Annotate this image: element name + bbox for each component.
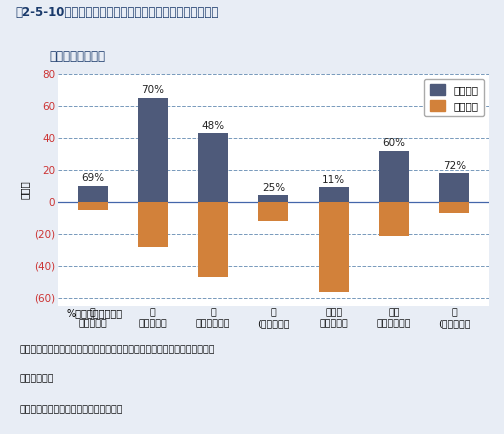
Bar [379, 151, 409, 202]
Text: 48%: 48% [202, 121, 225, 131]
Bar [439, 202, 469, 213]
Bar [138, 98, 168, 202]
Text: は地上資源比率）: は地上資源比率） [49, 50, 106, 63]
Text: を示す。: を示す。 [20, 374, 54, 383]
Text: 11%: 11% [322, 175, 345, 185]
Text: 72%: 72% [443, 161, 466, 171]
Legend: 地上資源, 地下資源: 地上資源, 地下資源 [424, 79, 484, 116]
Bar [198, 202, 228, 277]
Text: 69%: 69% [81, 174, 104, 184]
Bar [78, 186, 108, 202]
Text: 資料：独立行政法人物質・材料研究機構: 資料：独立行政法人物質・材料研究機構 [20, 405, 123, 414]
Bar [259, 202, 288, 221]
Text: %は地上資源の割合: %は地上資源の割合 [67, 308, 123, 318]
Bar [259, 195, 288, 202]
Bar [439, 173, 469, 202]
Text: 注）地上資源はこれまでに採掘された資源の累計量、地下資源は可採埋蔵量: 注）地上資源はこれまでに採掘された資源の累計量、地下資源は可採埋蔵量 [20, 345, 215, 355]
Bar [319, 187, 349, 202]
Text: 25%: 25% [262, 183, 285, 193]
Text: 60%: 60% [383, 138, 405, 148]
Bar [78, 202, 108, 210]
Text: 70%: 70% [142, 85, 164, 95]
Bar [138, 202, 168, 247]
Bar [379, 202, 409, 236]
Bar [198, 133, 228, 202]
Y-axis label: 資源量: 資源量 [20, 181, 30, 199]
Bar [319, 202, 349, 292]
Text: 図2-5-10　主な金属の地上資源と地下資源の推計量（％値: 図2-5-10 主な金属の地上資源と地下資源の推計量（％値 [15, 6, 218, 19]
